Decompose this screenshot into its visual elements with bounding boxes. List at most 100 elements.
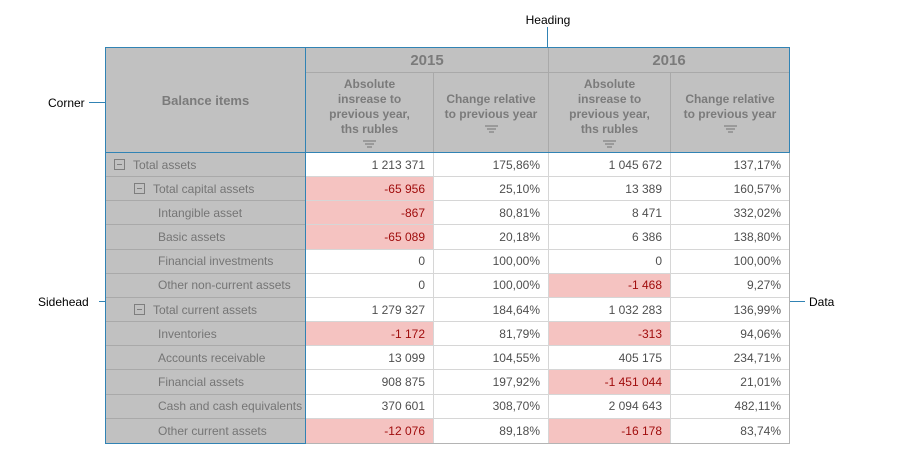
collapse-icon[interactable]: [134, 304, 145, 316]
corner-label: Balance items: [161, 92, 250, 108]
data-cell[interactable]: 0: [549, 249, 671, 274]
data-cell[interactable]: 81,79%: [434, 322, 549, 347]
data-cell[interactable]: 0: [306, 273, 434, 298]
data-cell[interactable]: 1 045 672: [549, 153, 671, 178]
data-cell[interactable]: 13 389: [549, 177, 671, 202]
data-cell[interactable]: 100,00%: [671, 250, 789, 274]
data-cell[interactable]: -1 468: [549, 273, 671, 298]
row-header-label: Inventories: [158, 326, 217, 341]
data-cell[interactable]: -867: [306, 201, 434, 226]
data-row: -867 80,81% 8 471 332,02%: [306, 201, 789, 226]
data-cell[interactable]: 137,17%: [671, 153, 789, 178]
callout-corner-line: [89, 102, 111, 103]
data-cell[interactable]: 6 386: [549, 225, 671, 250]
data-cell[interactable]: 104,55%: [434, 346, 549, 371]
data-cell[interactable]: 94,06%: [671, 322, 789, 347]
data-cell[interactable]: 13 099: [306, 346, 434, 371]
data-cell[interactable]: 482,11%: [671, 395, 789, 419]
data-cell[interactable]: -12 076: [306, 418, 434, 443]
row-header-label: Other non-current assets: [158, 278, 291, 293]
data-cell[interactable]: 332,02%: [671, 201, 789, 226]
data-cell[interactable]: 136,99%: [671, 298, 789, 323]
filter-icon[interactable]: [484, 124, 498, 134]
data-cell[interactable]: 89,18%: [434, 418, 549, 443]
data-cell[interactable]: -16 178: [549, 418, 671, 443]
data-cell[interactable]: 175,86%: [434, 153, 549, 178]
data-cell[interactable]: 0: [306, 249, 434, 274]
callout-data-label: Data: [809, 295, 835, 309]
data-cell[interactable]: 100,00%: [434, 273, 549, 298]
data-cell[interactable]: -1 172: [306, 322, 434, 347]
row-header[interactable]: Other non-current assets: [106, 274, 305, 298]
column-header[interactable]: Change relative to previous year: [671, 73, 789, 152]
data-cell[interactable]: -1 451 044: [549, 370, 671, 395]
column-header[interactable]: Absolute insrease to previous year, ths …: [306, 73, 434, 152]
data-row: 370 601 308,70% 2 094 643 482,11%: [306, 394, 789, 419]
row-header[interactable]: Total current assets: [106, 298, 305, 323]
data-panel: 1 213 371 175,86% 1 045 672 137,17% -65 956 2…: [306, 153, 790, 444]
data-cell[interactable]: 1 213 371: [306, 153, 434, 178]
data-row: -1 172 81,79% -313 94,06%: [306, 322, 789, 347]
data-cell[interactable]: 1 279 327: [306, 297, 434, 323]
data-cell[interactable]: 100,00%: [434, 249, 549, 274]
filter-icon[interactable]: [363, 139, 376, 149]
data-cell[interactable]: -313: [549, 322, 671, 347]
column-header-label: Change relative to previous year: [683, 91, 777, 121]
row-header[interactable]: Other current assets: [106, 419, 305, 443]
row-header-label: Financial assets: [158, 375, 245, 390]
data-row: -12 076 89,18% -16 178 83,74%: [306, 418, 789, 443]
row-header[interactable]: Total capital assets: [106, 177, 305, 202]
row-header[interactable]: Total assets: [106, 153, 305, 178]
data-cell[interactable]: 8 471: [549, 201, 671, 226]
row-header[interactable]: Inventories: [106, 322, 305, 347]
data-row: 908 875 197,92% -1 451 044 21,01%: [306, 370, 789, 395]
data-cell[interactable]: 83,74%: [740, 423, 781, 438]
row-header[interactable]: Accounts receivable: [106, 346, 305, 371]
column-header[interactable]: Change relative to previous year: [434, 73, 549, 152]
data-cell[interactable]: -65 956: [306, 177, 434, 202]
data-row: 0 100,00% 0 100,00%: [306, 249, 789, 274]
data-cell[interactable]: 197,92%: [434, 370, 549, 395]
data-cell[interactable]: 308,70%: [434, 394, 549, 419]
data-cell[interactable]: 405 175: [549, 346, 671, 371]
filter-icon[interactable]: [603, 139, 616, 149]
collapse-icon[interactable]: [114, 159, 125, 171]
data-row: -65 089 20,18% 6 386 138,80%: [306, 225, 789, 250]
sidehead-panel: Total assets Total capital assets Intangib…: [105, 152, 306, 444]
row-header[interactable]: Cash and cash equivalents: [106, 395, 305, 419]
data-cell[interactable]: 184,64%: [434, 297, 549, 323]
year-group-header[interactable]: 2016: [652, 51, 686, 69]
row-header-label: Other current assets: [158, 423, 267, 438]
year-group-header[interactable]: 2015: [306, 48, 549, 72]
heading-sub-row: Absolute insrease to previous year, ths …: [306, 73, 789, 152]
collapse-icon[interactable]: [134, 183, 145, 195]
heading-group-row: 2015 2016: [306, 48, 789, 73]
data-cell[interactable]: 2 094 643: [549, 394, 671, 419]
data-row: 13 099 104,55% 405 175 234,71%: [306, 346, 789, 371]
row-header[interactable]: Basic assets: [106, 225, 305, 250]
row-header-label: Accounts receivable: [158, 350, 266, 365]
data-cell[interactable]: 138,80%: [671, 225, 789, 250]
row-header[interactable]: Financial investments: [106, 250, 305, 274]
data-row: 0 100,00% -1 468 9,27%: [306, 273, 789, 298]
column-header-label: Absolute insrease to previous year, ths …: [329, 76, 410, 136]
row-header[interactable]: Financial assets: [106, 370, 305, 395]
data-cell[interactable]: 370 601: [306, 394, 434, 419]
row-header-label: Total capital assets: [153, 181, 255, 196]
data-cell[interactable]: 25,10%: [434, 177, 549, 202]
data-cell[interactable]: 1 032 283: [549, 297, 671, 323]
data-cell[interactable]: 9,27%: [671, 274, 789, 298]
data-cell[interactable]: 908 875: [306, 370, 434, 395]
row-header[interactable]: Intangible asset: [106, 201, 305, 226]
data-cell[interactable]: 21,01%: [671, 370, 789, 395]
data-cell[interactable]: -65 089: [306, 225, 434, 250]
data-cell[interactable]: 160,57%: [671, 177, 789, 202]
column-header[interactable]: Absolute insrease to previous year, ths …: [549, 73, 671, 152]
data-row: 1 213 371 175,86% 1 045 672 137,17%: [306, 153, 789, 178]
data-cell[interactable]: 20,18%: [434, 225, 549, 250]
column-header-label: Change relative to previous year: [444, 91, 538, 121]
data-cell[interactable]: 80,81%: [434, 201, 549, 226]
data-cell[interactable]: 234,71%: [671, 346, 789, 371]
filter-icon[interactable]: [723, 124, 737, 134]
